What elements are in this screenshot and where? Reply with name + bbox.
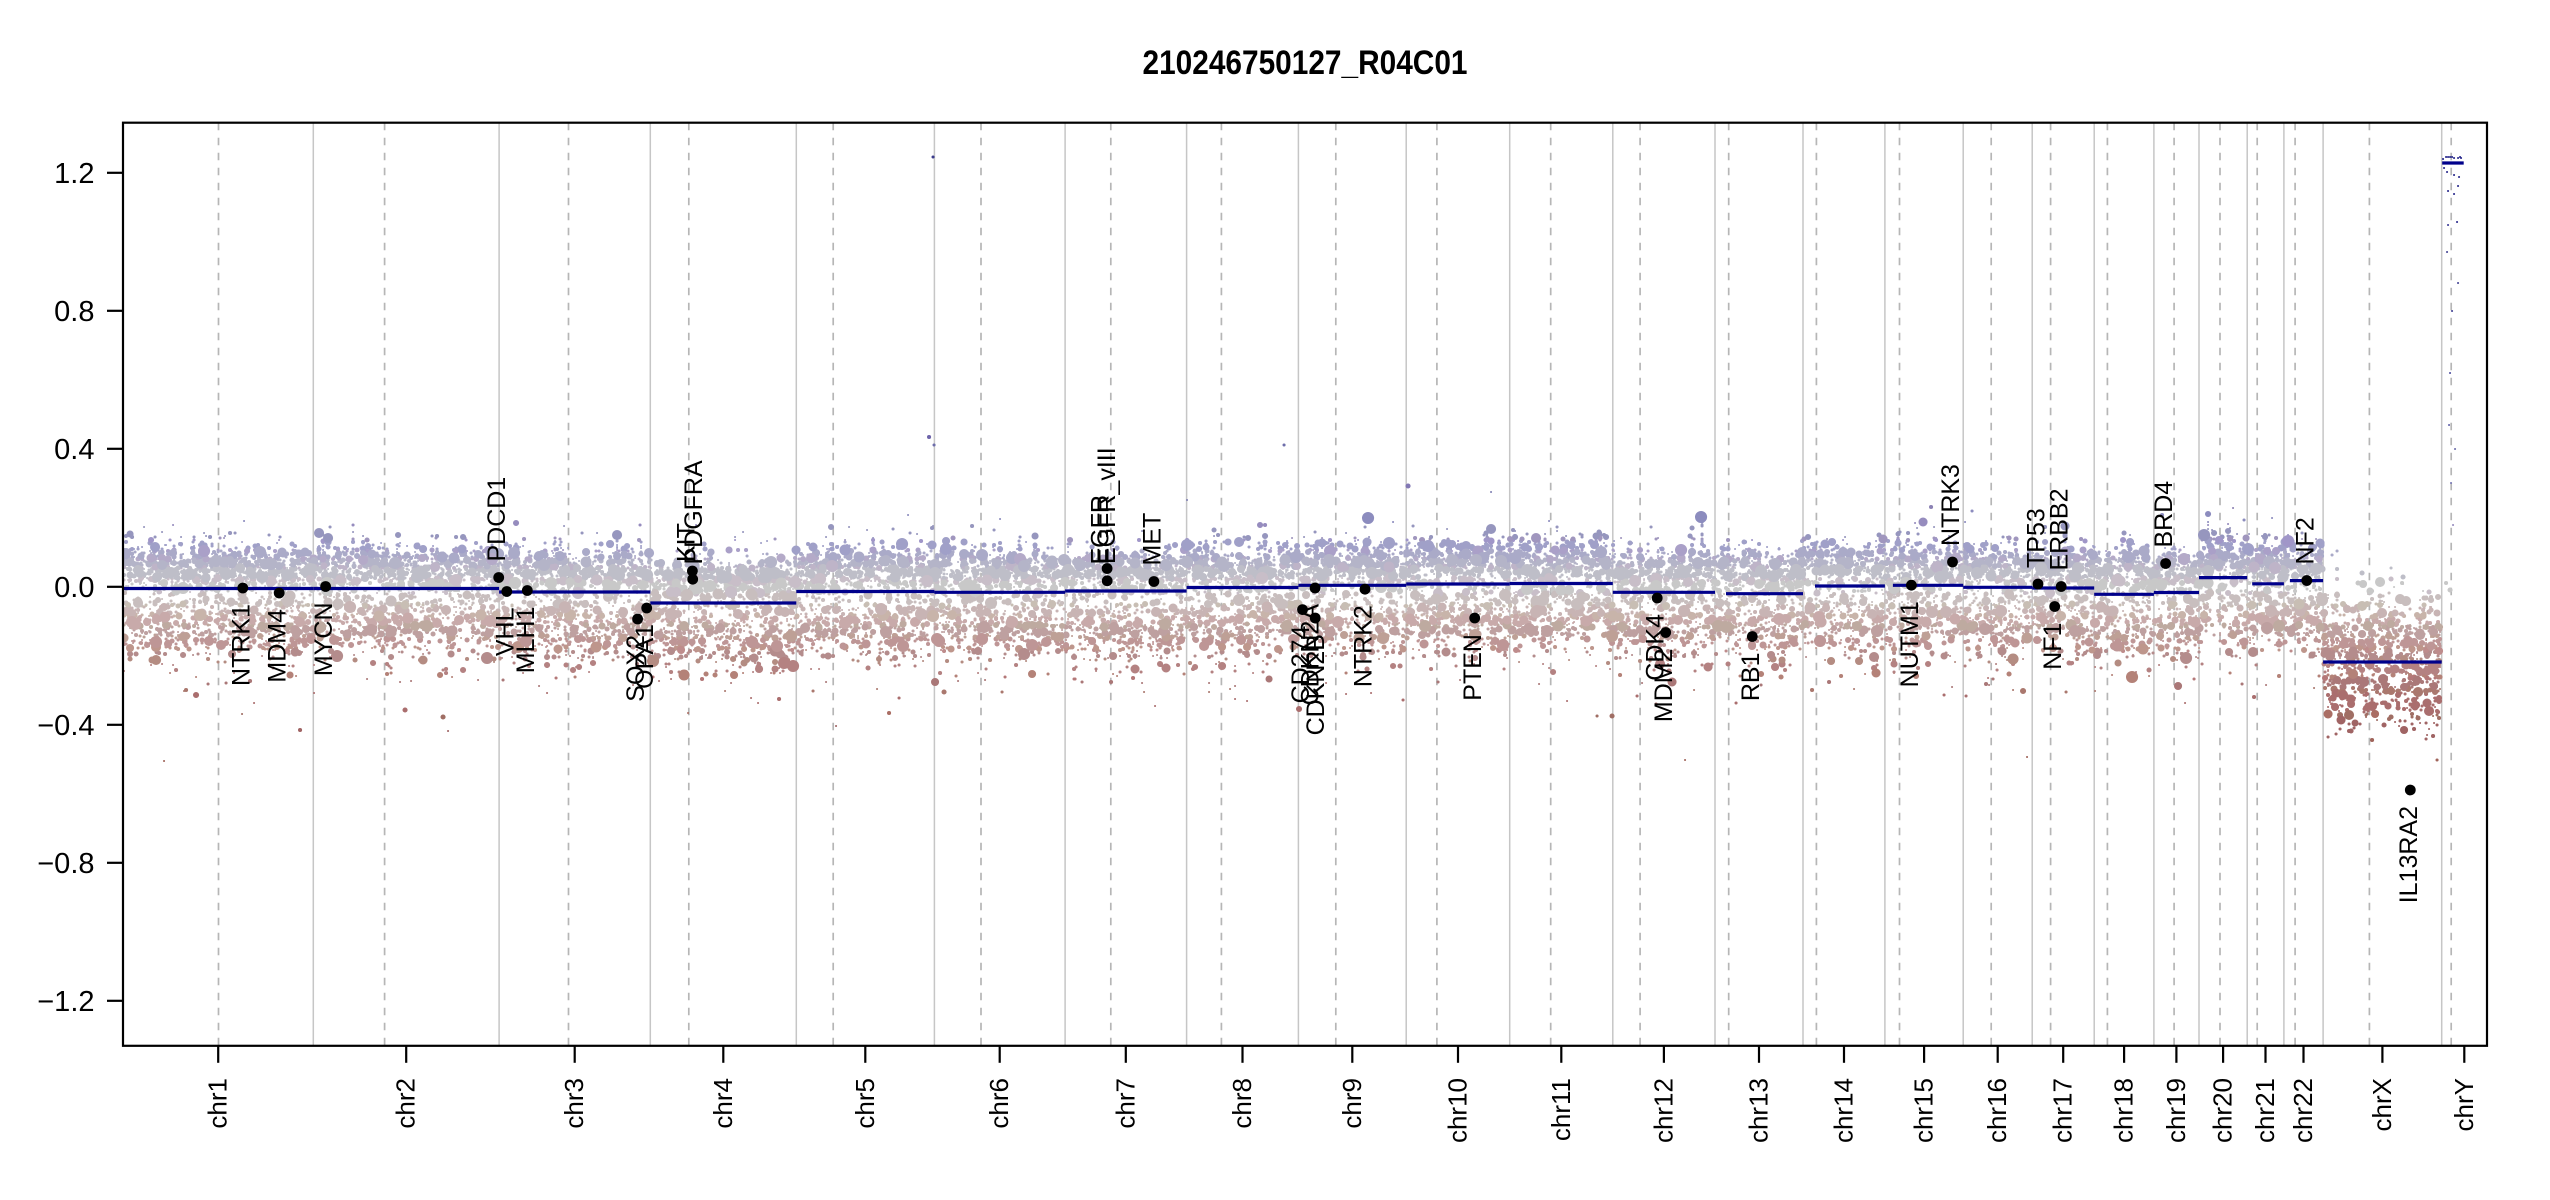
svg-text:−0.4: −0.4 <box>37 710 94 742</box>
svg-text:chr13: chr13 <box>1744 1078 1774 1143</box>
svg-text:NF2: NF2 <box>2291 517 2319 564</box>
svg-text:1.2: 1.2 <box>54 158 94 190</box>
svg-text:NTRK1: NTRK1 <box>227 604 255 686</box>
svg-text:EGFR_vIII: EGFR_vIII <box>1093 447 1121 564</box>
svg-text:chr14: chr14 <box>1829 1078 1859 1143</box>
svg-text:chr1: chr1 <box>203 1078 233 1129</box>
svg-text:MET: MET <box>1138 513 1166 566</box>
svg-text:chrX: chrX <box>2367 1078 2397 1131</box>
svg-text:−0.8: −0.8 <box>37 848 94 880</box>
svg-text:PDGFRA: PDGFRA <box>680 460 708 565</box>
svg-text:chr3: chr3 <box>559 1078 589 1129</box>
svg-text:0.8: 0.8 <box>54 296 94 328</box>
svg-text:chr16: chr16 <box>1982 1078 2012 1143</box>
svg-text:CDKN2B: CDKN2B <box>1302 634 1330 735</box>
svg-text:chr8: chr8 <box>1227 1078 1257 1129</box>
svg-text:chr20: chr20 <box>2208 1078 2238 1143</box>
svg-text:chr17: chr17 <box>2048 1078 2078 1143</box>
svg-text:chrY: chrY <box>2449 1078 2479 1131</box>
svg-text:NUTM1: NUTM1 <box>1896 601 1924 687</box>
svg-text:0.0: 0.0 <box>54 572 94 604</box>
svg-text:VHL: VHL <box>491 607 519 656</box>
svg-text:MLH1: MLH1 <box>512 607 540 674</box>
svg-text:chr15: chr15 <box>1909 1078 1939 1143</box>
svg-text:chr19: chr19 <box>2161 1078 2191 1143</box>
svg-text:PTEN: PTEN <box>1459 634 1487 701</box>
svg-text:chr2: chr2 <box>391 1078 421 1129</box>
svg-text:NTRK2: NTRK2 <box>1350 605 1378 687</box>
svg-text:CDKN2A: CDKN2A <box>1297 604 1325 706</box>
svg-text:SOX2: SOX2 <box>622 635 650 702</box>
svg-text:CD274: CD274 <box>1287 626 1315 704</box>
svg-text:chr21: chr21 <box>2250 1078 2280 1143</box>
svg-text:chr22: chr22 <box>2288 1078 2318 1143</box>
svg-text:ERBB2: ERBB2 <box>2046 489 2074 571</box>
svg-text:BRD4: BRD4 <box>2150 481 2178 548</box>
svg-text:RB1: RB1 <box>1737 653 1765 702</box>
svg-text:210246750127_R04C01: 210246750127_R04C01 <box>1143 44 1468 82</box>
svg-text:chr18: chr18 <box>2109 1078 2139 1143</box>
svg-text:chr6: chr6 <box>984 1078 1014 1129</box>
svg-text:NF1: NF1 <box>2039 623 2067 670</box>
svg-text:chr7: chr7 <box>1110 1078 1140 1129</box>
svg-text:PDCD1: PDCD1 <box>483 477 511 562</box>
svg-text:TP53: TP53 <box>2023 508 2051 568</box>
svg-text:NTRK3: NTRK3 <box>1937 464 1965 546</box>
svg-text:chr10: chr10 <box>1443 1078 1473 1143</box>
svg-text:MDM4: MDM4 <box>264 609 292 683</box>
svg-text:IL13RA2: IL13RA2 <box>2395 806 2423 903</box>
svg-text:KIT: KIT <box>673 523 701 562</box>
svg-text:chr9: chr9 <box>1337 1078 1367 1129</box>
svg-text:chr5: chr5 <box>850 1078 880 1129</box>
svg-text:EGFR: EGFR <box>1087 495 1115 564</box>
svg-text:CDK4: CDK4 <box>1642 614 1670 681</box>
svg-text:chr4: chr4 <box>708 1078 738 1129</box>
svg-text:−1.2: −1.2 <box>37 986 94 1018</box>
svg-text:0.4: 0.4 <box>54 434 94 466</box>
svg-text:chr11: chr11 <box>1546 1078 1576 1141</box>
svg-text:MDM2: MDM2 <box>1650 649 1678 723</box>
svg-text:chr12: chr12 <box>1648 1078 1678 1143</box>
svg-text:OPA1: OPA1 <box>631 624 659 689</box>
svg-text:MYCN: MYCN <box>310 603 338 677</box>
